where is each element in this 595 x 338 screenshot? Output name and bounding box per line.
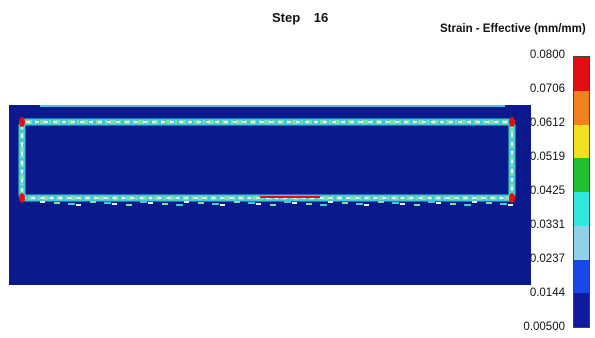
colorbar-tick-label: 0.0612 [529, 117, 565, 129]
corner-hotspot [509, 117, 515, 127]
colorbar-band [574, 57, 589, 91]
colorbar-tick-label: 0.0519 [529, 151, 565, 163]
colorbar-tick-label: 0.0800 [529, 49, 565, 61]
colorbar-tick-label: 0.00500 [523, 321, 565, 333]
strain-speckle [234, 201, 240, 203]
colorbar-band [574, 225, 589, 260]
strain-speckle [400, 203, 405, 205]
strain-speckle [176, 204, 183, 206]
strain-speckle [76, 204, 81, 206]
colorbar-tick-label: 0.0425 [529, 185, 565, 197]
colorbar-band [574, 192, 589, 226]
colorbar-tick-label: 0.0331 [529, 219, 565, 231]
strain-speckle [68, 203, 75, 205]
strain-speckle [364, 204, 369, 206]
strain-speckle [356, 203, 363, 205]
colorbar-band [574, 158, 589, 192]
strain-speckle [342, 202, 348, 204]
strain-speckle [54, 202, 60, 204]
strain-speckle [162, 203, 168, 205]
step-header: Step 16 [272, 10, 328, 25]
strain-speckle [392, 202, 399, 204]
strain-speckle [436, 202, 441, 204]
colorbar-tick-label: 0.0237 [529, 253, 565, 265]
strain-speckle [414, 204, 420, 206]
strain-speckle [148, 202, 153, 204]
strain-speckle [112, 203, 117, 205]
strain-speckle [104, 202, 111, 204]
strain-speckle [270, 204, 276, 206]
strain-speckle [500, 203, 507, 205]
strain-speckle [220, 204, 225, 206]
strain-speckle [486, 202, 492, 204]
colorbar-tick-label: 0.0144 [529, 287, 565, 299]
strain-speckle [328, 201, 333, 203]
step-label: Step [272, 10, 301, 25]
bottom-hotspot [260, 196, 320, 198]
strain-speckle [184, 201, 189, 203]
strain-speckle [464, 204, 471, 206]
strain-speckle [90, 201, 96, 203]
strain-speckle [306, 203, 312, 205]
strain-speckle [378, 201, 384, 203]
colorbar-band [574, 259, 589, 294]
corner-hotspot [19, 117, 25, 127]
strain-speckle [248, 202, 255, 204]
corner-hotspot [19, 193, 25, 203]
strain-speckle [212, 203, 219, 205]
strain-speckle [450, 203, 456, 205]
strain-speckle [472, 201, 477, 203]
strain-speckle [256, 203, 261, 205]
strain-speckle [292, 202, 297, 204]
colorbar-tick-label: 0.0706 [529, 83, 565, 95]
strain-speckle [140, 201, 147, 203]
strain-hotspots [19, 117, 515, 203]
corner-hotspot [509, 193, 515, 203]
strain-speckle [320, 204, 327, 206]
colorbar-band [574, 293, 589, 327]
strain-speckle [508, 204, 513, 206]
strain-speckle [284, 201, 291, 203]
strain-speckle [198, 202, 204, 204]
legend-title: Strain - Effective (mm/mm) [440, 23, 586, 35]
step-number: 16 [313, 10, 329, 25]
strain-speckle [126, 204, 132, 206]
colorbar-band [574, 90, 589, 125]
strain-speckle [428, 201, 435, 203]
strain-colorbar [573, 56, 590, 328]
contour-plot [9, 105, 531, 285]
colorbar-band [574, 124, 589, 159]
strain-speckle [40, 201, 45, 203]
